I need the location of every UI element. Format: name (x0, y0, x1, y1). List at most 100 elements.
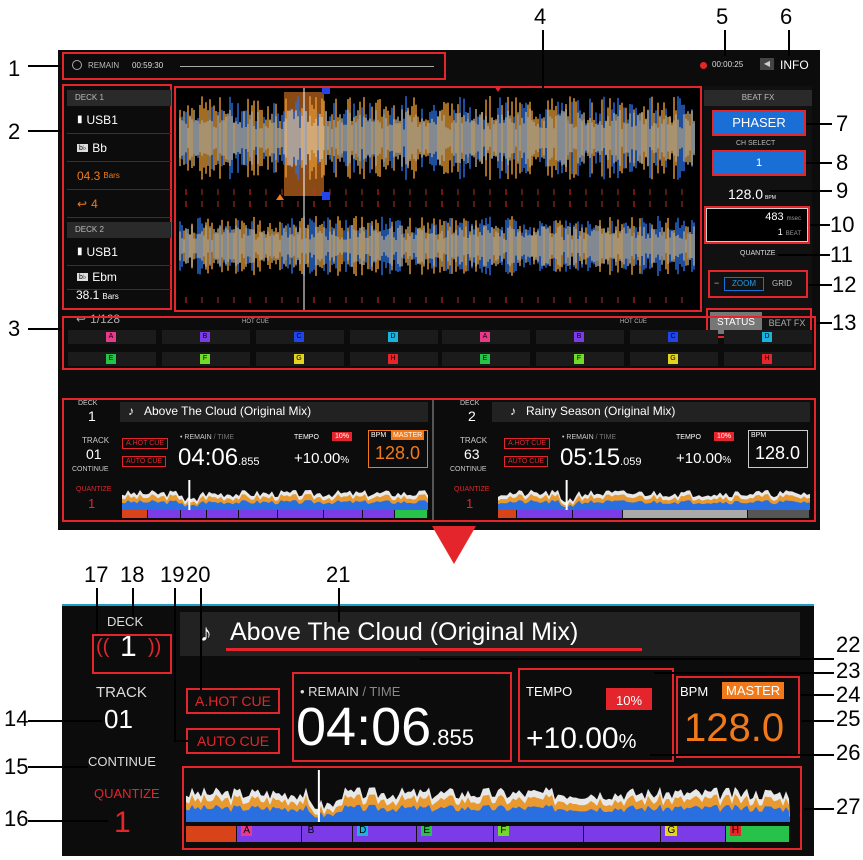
callout-24: 24 (836, 682, 861, 707)
music-note-icon: ♪ (200, 620, 212, 647)
usb-icon: ▮ (77, 246, 83, 257)
tab-beatfx[interactable]: BEAT FX (768, 318, 806, 328)
auto-cue-indicator: AUTO CUE (122, 456, 167, 467)
down-arrow-stem (444, 526, 464, 536)
hotcue-pad-e[interactable]: E (68, 352, 156, 366)
grid-button[interactable]: GRID (772, 279, 792, 288)
hotcue-pad-d[interactable]: D (350, 330, 438, 344)
deck2-header: DECK 2 (67, 222, 171, 238)
remain-bar: REMAIN 00:59:30 (62, 52, 446, 80)
deck2-bars: 38.1 Bars (76, 288, 119, 302)
cue-letter: F (498, 825, 509, 836)
hotcue-letter: G (294, 354, 304, 364)
auto-cue-indicator: AUTO CUE (504, 456, 549, 467)
callout-20: 20 (186, 562, 211, 587)
zoom-minus-button[interactable]: − (714, 278, 720, 288)
callout-2: 2 (8, 119, 21, 144)
zoom-track-number: 01 (104, 704, 133, 734)
hotcue-pad-d[interactable]: D (724, 330, 812, 344)
callout-8: 8 (836, 150, 849, 175)
hotcue-pad-a[interactable]: A (442, 330, 530, 344)
callout-9: 9 (836, 178, 849, 203)
leader-8 (806, 162, 832, 164)
callout-22: 22 (836, 632, 861, 657)
hotcue-pad-a[interactable]: A (68, 330, 156, 344)
time-display: 05:15.059 (560, 444, 642, 471)
music-note-icon: ♪ (510, 404, 516, 418)
hot-cue-indicator: A.HOT CUE (122, 438, 168, 449)
hotcue-letter: C (294, 332, 304, 342)
leader-15 (28, 766, 88, 768)
deck2-source: ▮ USB1 (67, 238, 171, 266)
cue-segment (584, 826, 662, 842)
deck-label: DECK (78, 400, 98, 407)
time-display: 04:06.855 (178, 444, 260, 471)
zoom-hot-cue-indicator: A.HOT CUE (186, 688, 280, 714)
cue-letter: D (357, 825, 369, 836)
cue-letter: H (729, 825, 741, 836)
bpm-label: BPM (751, 432, 767, 439)
deck1-card: DECK 1 ♪ Above The Cloud (Original Mix) … (64, 400, 432, 520)
cue-segment (148, 510, 181, 518)
zoom-remain-label: • REMAIN / TIME (300, 684, 401, 699)
deck1-title-bar (120, 402, 428, 422)
beatfx-effect-button[interactable]: PHASER (712, 110, 806, 136)
hotcue-pad-b[interactable]: B (536, 330, 624, 344)
callout-19: 19 (160, 562, 185, 587)
zoom-tempo-label: TEMPO (526, 684, 573, 699)
music-note-icon: ♪ (128, 404, 134, 418)
deck-ring-right-icon: )) (148, 636, 162, 658)
hotcue-letter: A (480, 332, 490, 342)
hotcue-pad-g[interactable]: G (256, 352, 344, 366)
zoom-title-underline (226, 648, 642, 651)
leader-27 (804, 808, 834, 810)
cue-letter: A (241, 825, 253, 836)
zoom-time-box (292, 672, 512, 762)
remain-time: 00:59:30 (132, 61, 164, 70)
cue-segment: B (301, 825, 354, 842)
cue-segment: G (661, 826, 726, 842)
hotcue-pad-h[interactable]: H (724, 352, 812, 366)
cue-segment (278, 510, 324, 518)
cue-segment (622, 510, 748, 518)
callout-6: 6 (780, 4, 793, 29)
deck1-source: ▮ USB1 (67, 106, 171, 134)
hotcue-letter: B (574, 332, 584, 342)
hotcue-pad-e[interactable]: E (442, 352, 530, 366)
cue-segment (206, 510, 240, 518)
track-label: TRACK (82, 436, 110, 445)
hotcue-letter: G (668, 354, 678, 364)
hotcue-letter: A (106, 332, 116, 342)
callout-1: 1 (8, 56, 21, 81)
info-button[interactable]: INFO (780, 58, 809, 72)
track-label: TRACK (460, 436, 488, 445)
hotcue-pad-b[interactable]: B (162, 330, 250, 344)
leader-1 (28, 65, 62, 67)
deck-info-panel: DECK 1 ▮ USB1 b♭ Bb 04.3 Bars ↩ 4 DECK 2 ▮ US… (62, 84, 172, 310)
hotcue-pad-h[interactable]: H (350, 352, 438, 366)
zoom-button[interactable]: ZOOM (724, 277, 764, 291)
cue-segment: H (725, 825, 790, 842)
hotcue-letter: H (762, 354, 772, 364)
deck1-header: DECK 1 (67, 90, 171, 106)
callout-3: 3 (8, 316, 21, 341)
hotcue-pad-g[interactable]: G (630, 352, 718, 366)
cue-segment (747, 510, 810, 518)
cue-segment (122, 510, 149, 518)
hotcue-pad-c[interactable]: C (256, 330, 344, 344)
tempo-label: TEMPO (676, 434, 701, 441)
callout-15: 15 (4, 754, 29, 779)
callout-25: 25 (836, 706, 861, 731)
hotcue-pad-f[interactable]: F (536, 352, 624, 366)
leader-14 (28, 720, 102, 722)
hotcue-pad-c[interactable]: C (630, 330, 718, 344)
callout-5: 5 (716, 4, 729, 29)
ch-select-button[interactable]: 1 (712, 150, 806, 176)
info-back-icon[interactable]: ◀ (760, 58, 774, 70)
cue-letter: B (305, 825, 317, 836)
leader-12 (808, 284, 832, 286)
zoom-overview (186, 770, 790, 822)
deck2-title-bar (492, 402, 810, 422)
zoom-auto-cue-indicator: AUTO CUE (186, 728, 280, 754)
hotcue-pad-f[interactable]: F (162, 352, 250, 366)
